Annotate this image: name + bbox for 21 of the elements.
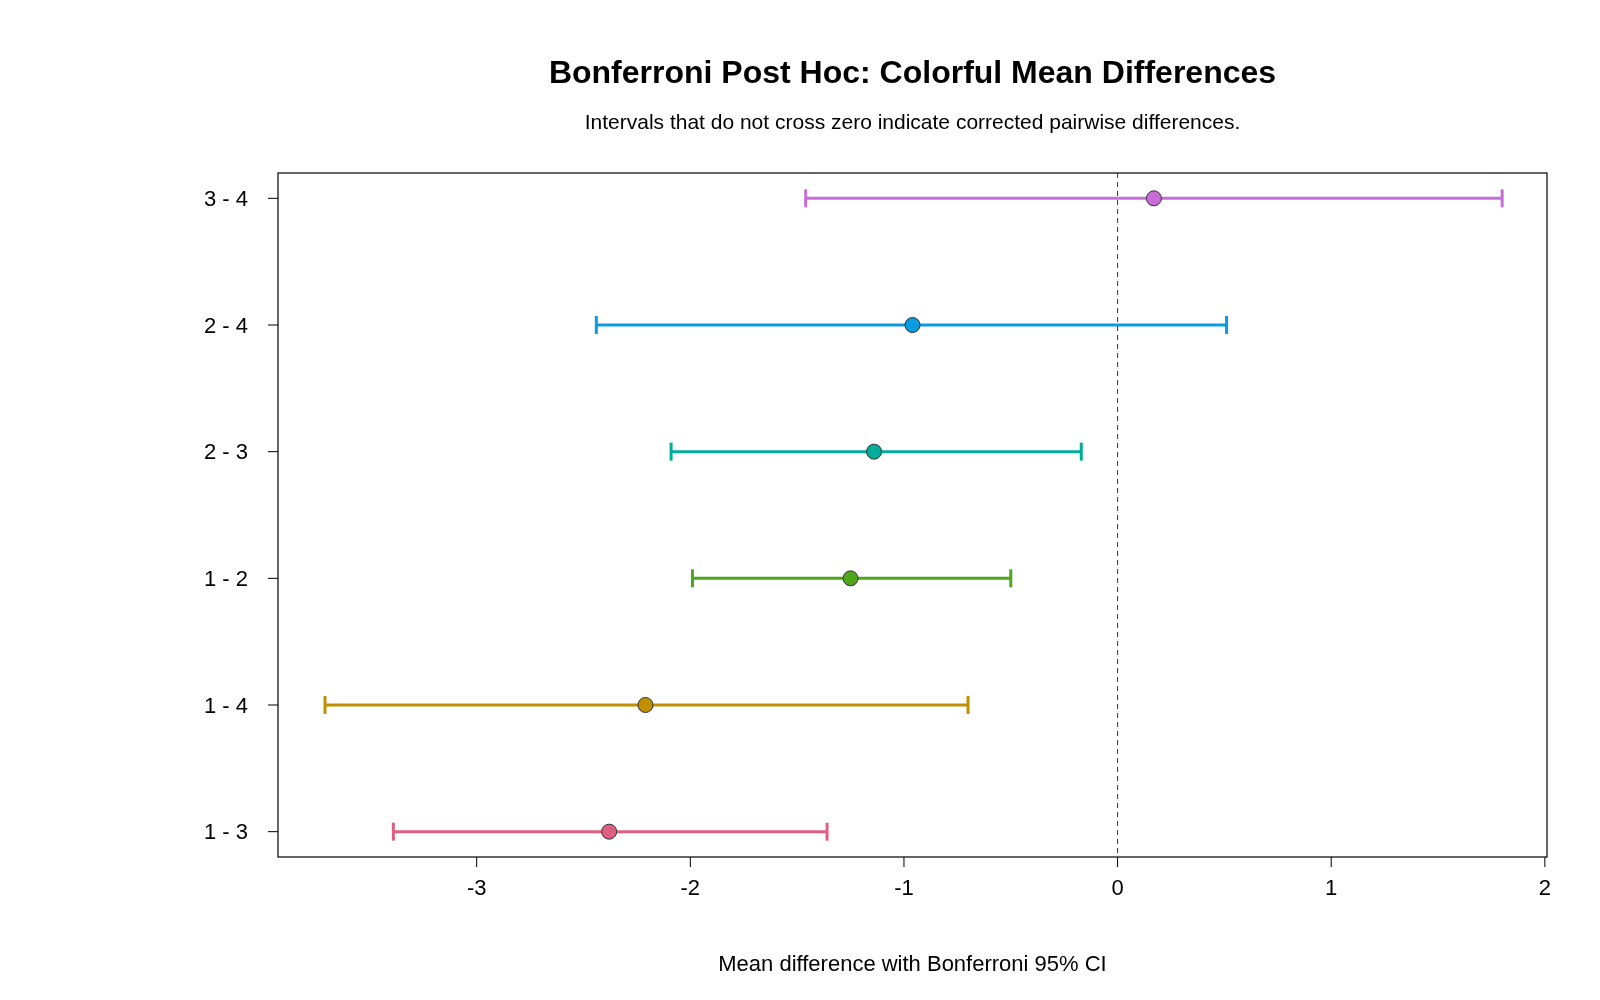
x-tick-label: 1 xyxy=(1325,875,1338,900)
y-tick-label: 1 - 2 xyxy=(203,566,248,592)
x-tick-label: 0 xyxy=(1111,875,1124,900)
point xyxy=(866,443,883,460)
y-tick-label: 3 - 4 xyxy=(203,186,248,212)
x-tick-label: 2 xyxy=(1538,875,1551,900)
point xyxy=(904,317,921,333)
point xyxy=(601,823,618,840)
y-tick-label: 1 - 4 xyxy=(203,692,248,718)
chart-subtitle: Intervals that do not cross zero indicate corrected pairwise differences. xyxy=(584,110,1241,133)
point xyxy=(637,697,654,713)
x-axis-title: Mean difference with Bonferroni 95% CI xyxy=(718,951,1107,976)
chart-title: Bonferroni Post Hoc: Colorful Mean Differences xyxy=(548,54,1277,90)
y-tick-label: 2 - 4 xyxy=(203,312,248,338)
x-tick-label: -3 xyxy=(466,875,487,900)
point xyxy=(1145,190,1162,207)
y-tick-label: 1 - 3 xyxy=(203,819,248,845)
point xyxy=(842,570,859,587)
x-tick-label: -1 xyxy=(894,875,914,900)
x-tick-label: -2 xyxy=(680,875,701,900)
y-tick-label: 2 - 3 xyxy=(203,439,248,465)
